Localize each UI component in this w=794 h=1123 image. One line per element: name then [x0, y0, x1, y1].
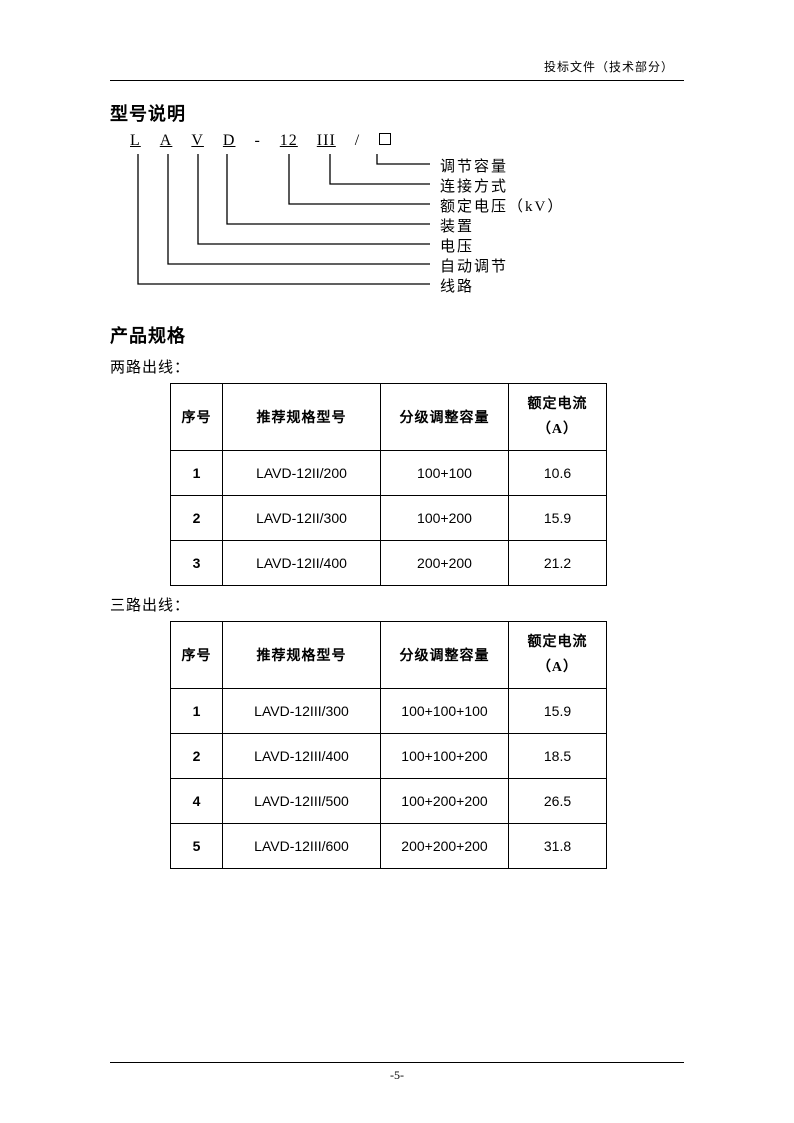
table-cell: LAVD-12III/600 [223, 824, 381, 869]
page-number: -5- [0, 1068, 794, 1083]
table-cell: 1 [171, 451, 223, 496]
table-cell: LAVD-12III/500 [223, 779, 381, 824]
th-current: 额定电流 （A） [509, 384, 607, 451]
th-current: 额定电流 （A） [509, 622, 607, 689]
footer-rule [110, 1062, 684, 1063]
th-seq: 序号 [171, 622, 223, 689]
table-cell: 200+200 [381, 541, 509, 586]
header-text: 投标文件（技术部分） [544, 58, 674, 75]
label-device: 装置 [440, 215, 474, 236]
header-rule [110, 80, 684, 81]
table-cell: LAVD-12III/300 [223, 689, 381, 734]
table-cell: 21.2 [509, 541, 607, 586]
table-cell: 100+100+200 [381, 734, 509, 779]
table-row: 3LAVD-12II/400200+20021.2 [171, 541, 607, 586]
table1-caption: 两路出线： [110, 356, 684, 377]
table-row: 2LAVD-12III/400100+100+20018.5 [171, 734, 607, 779]
label-auto-adjust: 自动调节 [440, 255, 508, 276]
table-cell: 15.9 [509, 689, 607, 734]
th-model: 推荐规格型号 [223, 384, 381, 451]
th-current-l1: 额定电流 [509, 630, 606, 655]
table-cell: 31.8 [509, 824, 607, 869]
label-capacity: 调节容量 [440, 155, 508, 176]
table-cell: LAVD-12II/300 [223, 496, 381, 541]
th-capacity: 分级调整容量 [381, 622, 509, 689]
table-cell: LAVD-12II/200 [223, 451, 381, 496]
label-voltage: 电压 [440, 235, 474, 256]
model-diagram: L A V D - 12 III / [130, 132, 684, 312]
table2-body: 1LAVD-12III/300100+100+10015.92LAVD-12II… [171, 689, 607, 869]
th-current-l2: （A） [509, 417, 606, 442]
table-cell: LAVD-12II/400 [223, 541, 381, 586]
table-two-lines: 序号 推荐规格型号 分级调整容量 额定电流 （A） 1LAVD-12II/200… [170, 383, 607, 586]
table-cell: 26.5 [509, 779, 607, 824]
page: 投标文件（技术部分） 型号说明 L A V D - 12 III / [0, 0, 794, 1123]
table-cell: LAVD-12III/400 [223, 734, 381, 779]
table-cell: 100+200+200 [381, 779, 509, 824]
table-row: 1LAVD-12III/300100+100+10015.9 [171, 689, 607, 734]
table-three-lines: 序号 推荐规格型号 分级调整容量 额定电流 （A） 1LAVD-12III/30… [170, 621, 607, 869]
th-model: 推荐规格型号 [223, 622, 381, 689]
th-capacity: 分级调整容量 [381, 384, 509, 451]
table-cell: 1 [171, 689, 223, 734]
table-cell: 5 [171, 824, 223, 869]
label-line: 线路 [440, 275, 474, 296]
table-cell: 100+200 [381, 496, 509, 541]
table-cell: 2 [171, 734, 223, 779]
table-cell: 10.6 [509, 451, 607, 496]
table-cell: 100+100 [381, 451, 509, 496]
table-cell: 4 [171, 779, 223, 824]
table2-caption: 三路出线： [110, 594, 684, 615]
table-cell: 15.9 [509, 496, 607, 541]
table-row: 4LAVD-12III/500100+200+20026.5 [171, 779, 607, 824]
th-current-l1: 额定电流 [509, 392, 606, 417]
table-cell: 18.5 [509, 734, 607, 779]
table-header-row: 序号 推荐规格型号 分级调整容量 额定电流 （A） [171, 622, 607, 689]
table-cell: 200+200+200 [381, 824, 509, 869]
diagram-lines [130, 132, 690, 312]
table-row: 1LAVD-12II/200100+10010.6 [171, 451, 607, 496]
table-header-row: 序号 推荐规格型号 分级调整容量 额定电流 （A） [171, 384, 607, 451]
th-current-l2: （A） [509, 655, 606, 680]
section-model-title: 型号说明 [110, 100, 684, 126]
section-spec-title: 产品规格 [110, 322, 684, 348]
label-voltage-rated: 额定电压（kV） [440, 195, 564, 216]
table-cell: 100+100+100 [381, 689, 509, 734]
table-cell: 3 [171, 541, 223, 586]
table-row: 5LAVD-12III/600200+200+20031.8 [171, 824, 607, 869]
th-seq: 序号 [171, 384, 223, 451]
table1-body: 1LAVD-12II/200100+10010.62LAVD-12II/3001… [171, 451, 607, 586]
content: 型号说明 L A V D - 12 III / [110, 100, 684, 869]
table-cell: 2 [171, 496, 223, 541]
table-row: 2LAVD-12II/300100+20015.9 [171, 496, 607, 541]
label-connection: 连接方式 [440, 175, 508, 196]
